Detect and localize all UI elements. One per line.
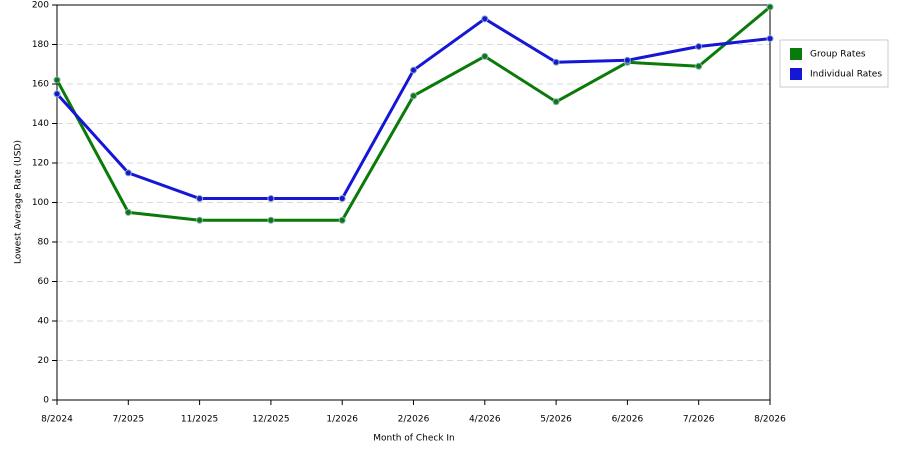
x-tick-label: 8/2026 [754, 415, 786, 425]
x-tick-label: 1/2026 [326, 415, 358, 425]
y-tick-label: 60 [38, 277, 50, 287]
y-tick-label: 40 [38, 317, 50, 327]
data-point [481, 15, 489, 23]
y-tick-label: 120 [32, 159, 49, 169]
y-tick-label: 80 [38, 238, 50, 248]
x-axis-title: Month of Check In [373, 434, 455, 444]
y-tick-label: 160 [32, 80, 49, 90]
legend-swatch [790, 68, 802, 80]
data-point [53, 76, 61, 84]
data-point [552, 98, 560, 106]
data-point [695, 62, 703, 70]
data-point [481, 52, 489, 60]
x-tick-label: 5/2026 [540, 415, 572, 425]
legend-label: Individual Rates [810, 70, 882, 80]
y-tick-label: 140 [32, 119, 49, 129]
data-point [124, 208, 132, 216]
data-point [338, 216, 346, 224]
y-tick-label: 180 [32, 40, 49, 50]
legend-label: Group Rates [810, 50, 866, 60]
data-point [124, 169, 132, 177]
y-tick-label: 20 [38, 356, 50, 366]
x-tick-label: 7/2026 [683, 415, 715, 425]
x-tick-label: 7/2025 [112, 415, 144, 425]
x-tick-label: 8/2024 [41, 415, 73, 425]
data-point [552, 58, 560, 66]
x-tick-label: 2/2026 [398, 415, 430, 425]
data-point [410, 66, 417, 74]
data-point [53, 90, 61, 98]
y-tick-label: 0 [43, 396, 49, 406]
y-tick-label: 100 [32, 198, 49, 208]
x-tick-label: 6/2026 [612, 415, 644, 425]
data-point [338, 195, 346, 203]
data-point [410, 92, 417, 100]
data-point [267, 195, 275, 203]
data-point [766, 3, 774, 11]
x-tick-label: 11/2025 [181, 415, 218, 425]
x-tick-label: 12/2025 [252, 415, 289, 425]
y-tick-label: 200 [32, 1, 49, 11]
legend-swatch [790, 48, 802, 60]
data-point [267, 216, 275, 224]
data-point [695, 42, 703, 50]
data-point [196, 195, 204, 203]
y-axis-title: Lowest Average Rate (USD) [14, 140, 24, 264]
data-point [766, 35, 774, 43]
data-point [623, 56, 631, 64]
data-point [196, 216, 204, 224]
x-tick-label: 4/2026 [469, 415, 501, 425]
